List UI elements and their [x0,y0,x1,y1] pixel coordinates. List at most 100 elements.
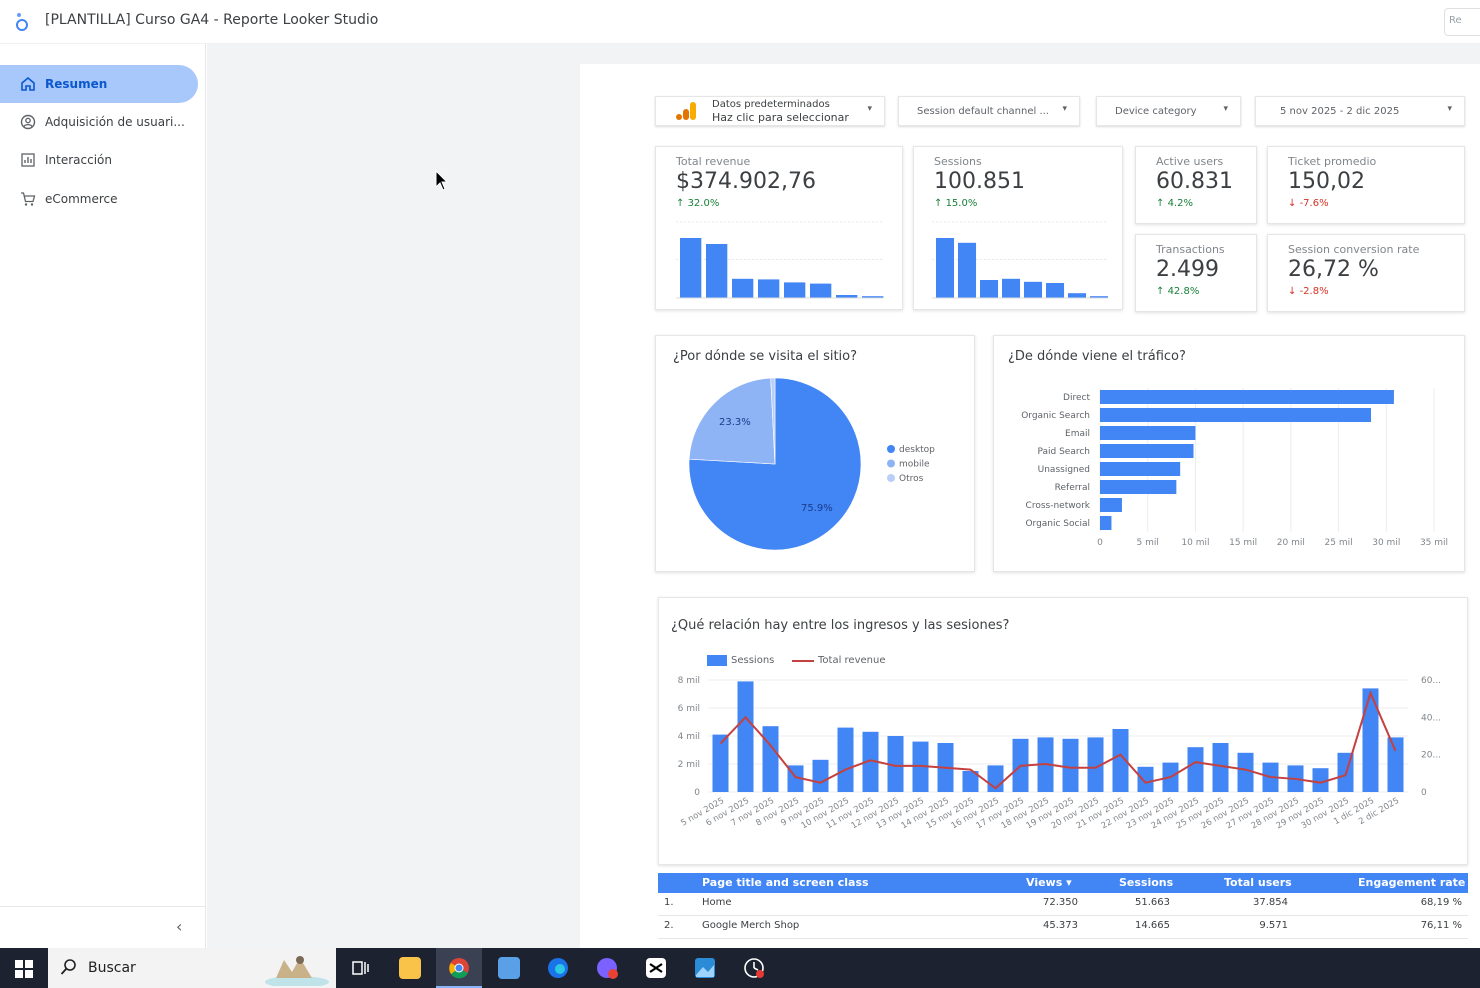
hbar-x-tick: 35 mil [1420,538,1448,548]
table-row[interactable]: 1. Home 72.350 51.663 37.854 68,19 % [658,893,1468,916]
collapse-sidebar-button[interactable]: ‹ [0,906,206,948]
hbar-x-tick: 20 mil [1277,538,1305,548]
combo-y-right-tick: 40... [1421,713,1441,723]
sessions-bar [1312,768,1329,792]
reset-label: Re [1449,15,1462,26]
taskbar-chrome[interactable] [436,948,482,988]
pie-slice-otros [770,377,776,465]
scorecard-value: 60.831 [1156,169,1233,194]
combo-chart-title: ¿Qué relación hay entre los ingresos y l… [671,618,1010,633]
sessions-bar [1237,752,1254,792]
taskbar-calculator[interactable] [486,948,532,988]
device-pie-chart[interactable]: 75.9% 23.3% desktop mobile Otros [680,370,970,560]
date-range-picker[interactable]: 5 nov 2025 - 2 dic 2025 ▾ [1255,96,1465,126]
scorecard-conversion-rate[interactable]: Session conversion rate 26,72 % ↓ -2.8% [1267,234,1465,312]
taskbar-task-view[interactable] [338,948,384,988]
revenue-line [719,690,1397,790]
header-sessions[interactable]: Sessions [1119,876,1174,889]
taskbar-search[interactable]: Buscar [48,948,336,988]
dropdown-arrow-icon: ▾ [1223,104,1228,114]
sidebar-item-label: Adquisición de usuari... [45,115,185,129]
sparkline-bar [936,238,955,298]
revenue-sparkline [676,221,884,299]
hbar-x-tick: 10 mil [1181,538,1209,548]
taskbar-messenger[interactable] [584,948,630,988]
row-index: 1. [664,897,674,908]
scorecard-total-revenue[interactable]: Total revenue $374.902,76 ↑ 32.0% [655,146,903,310]
taskbar-clock[interactable] [731,948,777,988]
combo-y-left-tick: 8 mil [678,676,700,686]
start-button[interactable] [0,948,48,988]
hbar-category-label: Unassigned [1038,465,1090,475]
pages-table: Page title and screen class Views ▾ Sess… [658,873,1468,939]
hbar-category-label: Referral [1055,483,1090,493]
reset-button[interactable]: Re [1444,8,1480,36]
sessions-bar [812,759,829,792]
calculator-icon [498,957,520,979]
sidebar-item-ecommerce[interactable]: eCommerce [0,180,198,218]
header-engagement[interactable]: Engagement rate [1358,876,1466,889]
search-highlight-illustration-icon [265,956,329,986]
analytics-logo-icon [676,102,696,120]
row-index: 2. [664,920,674,931]
bar-chart-title: ¿De dónde viene el tráfico? [1008,349,1186,364]
sessions-bar [1362,688,1379,792]
scorecard-value: $374.902,76 [676,169,816,194]
channel-filter[interactable]: Session default channel ... ▾ [898,96,1080,126]
sparkline-bar [1046,283,1065,298]
pie-legend-dot [887,459,895,468]
sidebar-item-resumen[interactable]: Resumen [0,65,198,103]
hbar-x-tick: 5 mil [1137,538,1159,548]
scorecard-delta: ↑ 15.0% [934,198,978,209]
scorecard-delta: ↓ -2.8% [1288,286,1329,297]
sidebar-item-adquisicion[interactable]: Adquisición de usuari... [0,103,198,141]
edge-icon [548,958,568,978]
hbar-category-label: Organic Social [1025,519,1090,529]
row-engagement: 68,19 % [1420,897,1462,908]
home-icon [21,76,35,91]
scorecard-value: 100.851 [934,169,1025,194]
pie-label-desktop: 75.9% [801,503,833,514]
header-users[interactable]: Total users [1224,876,1292,889]
scorecard-active-users[interactable]: Active users 60.831 ↑ 4.2% [1135,146,1257,224]
data-source-selector[interactable]: Datos predeterminados Haz clic para sele… [655,96,885,126]
sessions-bar [862,731,879,792]
scorecard-transactions[interactable]: Transactions 2.499 ↑ 42.8% [1135,234,1257,312]
scorecard-label: Transactions [1156,243,1225,256]
scorecard-label: Total revenue [676,155,751,168]
taskbar-edge[interactable] [535,948,581,988]
hbar-category-label: Cross-network [1026,501,1091,511]
taskbar-photos[interactable] [682,948,728,988]
header-page[interactable]: Page title and screen class [702,876,869,889]
hbar-bar [1100,498,1122,512]
sparkline-bar [758,279,780,298]
device-filter-label: Device category [1115,106,1197,117]
app-header: [PLANTILLA] Curso GA4 - Reporte Looker S… [0,0,1480,44]
taskbar-file-explorer[interactable] [387,948,433,988]
chevron-left-icon: ‹ [176,917,183,936]
revenue-sessions-panel[interactable] [658,597,1468,865]
scorecard-ticket-promedio[interactable]: Ticket promedio 150,02 ↓ -7.6% [1267,146,1465,224]
pie-chart-title: ¿Por dónde se visita el sitio? [673,349,858,364]
pie-legend-label: mobile [899,460,930,470]
sidebar-item-label: Resumen [45,77,108,91]
pie-label-mobile: 23.3% [719,417,751,428]
traffic-source-chart[interactable]: 0 5 mil 10 mil 15 mil 20 mil 25 mil 30 mil 35 m… [1000,380,1460,555]
taskbar-capcut[interactable] [633,948,679,988]
sparkline-bar [810,283,832,298]
header-views[interactable]: Views ▾ [1026,876,1072,889]
windows-taskbar: Buscar [0,948,1480,988]
table-row[interactable]: 2. Google Merch Shop 45.373 14.665 9.571… [658,916,1468,939]
scorecard-sessions[interactable]: Sessions 100.851 ↑ 15.0% [913,146,1123,310]
hbar-x-tick: 30 mil [1372,538,1400,548]
bar-chart-icon [21,153,35,167]
sparkline-bar [1002,278,1021,298]
hbar-bar [1100,462,1181,476]
windows-logo-icon [15,960,33,978]
row-views: 45.373 [1043,920,1078,931]
sidebar-item-interaccion[interactable]: Interacción [0,141,198,179]
device-filter[interactable]: Device category ▾ [1096,96,1241,126]
search-placeholder: Buscar [88,960,136,976]
combo-y-left-tick: 6 mil [678,704,700,714]
